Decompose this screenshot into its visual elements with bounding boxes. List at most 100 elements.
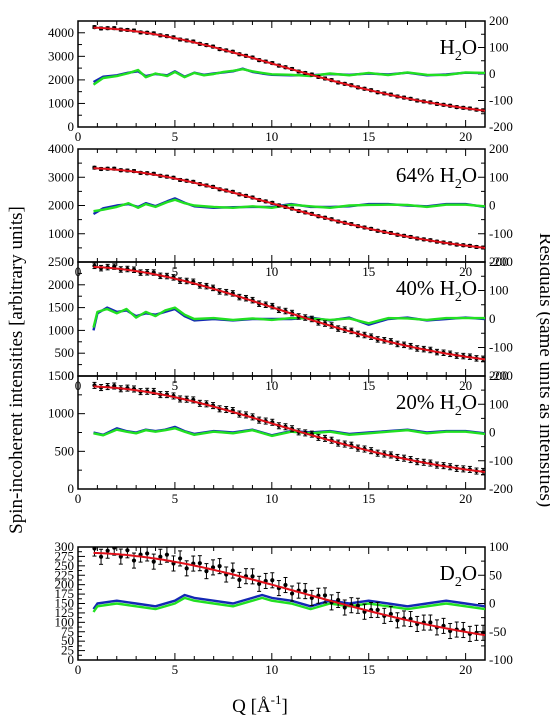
panel-label-subscript: 2 xyxy=(455,290,462,305)
y-tick-label: 3000 xyxy=(48,48,74,63)
fit-curve xyxy=(93,385,485,473)
x-tick-label: 15 xyxy=(362,378,375,393)
panel-5: 0 5 10 15 2002550751001251501752002252502753… xyxy=(55,539,513,677)
y2-tick-label: -200 xyxy=(489,481,513,496)
y2-tick-label: 100 xyxy=(489,40,509,55)
y2-tick-label: 0 xyxy=(489,66,496,81)
y2-tick-label: 0 xyxy=(489,311,496,326)
x-axis-title-superscript: -1 xyxy=(271,692,282,707)
x-tick-label: 20 xyxy=(459,378,472,393)
y-tick-label: 4000 xyxy=(48,141,74,156)
y-tick-label: 1500 xyxy=(48,300,74,315)
panel-label-main: H xyxy=(440,35,455,59)
panel-label-subscript: 2 xyxy=(455,49,462,64)
panel-label-tail: O xyxy=(462,35,477,59)
data-point xyxy=(257,581,262,586)
y2-tick-label: 100 xyxy=(489,539,509,554)
plot-content xyxy=(92,262,485,363)
panel-label-subscript: 2 xyxy=(455,575,462,590)
data-point xyxy=(303,589,308,594)
y2-tick-label: -200 xyxy=(489,119,513,134)
y2-tick-label: 0 xyxy=(489,425,496,440)
data-point xyxy=(125,548,130,553)
y-tick-label: 1000 xyxy=(48,95,74,110)
y-tick-label: 0 xyxy=(68,119,75,134)
x-tick-label: 15 xyxy=(362,129,375,144)
x-tick-label: 0 xyxy=(75,662,82,677)
y-tick-label: 250 xyxy=(55,558,75,573)
fit-curve xyxy=(93,551,485,637)
data-point xyxy=(177,556,183,561)
data-point xyxy=(204,569,209,574)
y2-tick-label: 200 xyxy=(489,141,509,156)
plot-content xyxy=(92,25,485,113)
data-point xyxy=(217,564,222,569)
y-tick-label: 0 xyxy=(68,254,75,269)
panel-label: D2O xyxy=(440,561,477,590)
y-tick-label: 2500 xyxy=(48,254,74,269)
panel-3: 0 5 10 15 2005001000150020002500-200-1000100… xyxy=(48,254,513,393)
right-axis-title: Residuals (same units as intensities) xyxy=(535,233,550,507)
x-tick-label: 10 xyxy=(265,129,278,144)
y2-tick-label: -100 xyxy=(489,453,513,468)
fit-curve xyxy=(93,26,485,112)
y-tick-label: 300 xyxy=(55,539,75,554)
y2-tick-label: 200 xyxy=(489,13,509,28)
y2-tick-label: -200 xyxy=(489,368,513,383)
plot-content xyxy=(92,381,485,475)
x-tick-label: 5 xyxy=(172,378,179,393)
x-tick-label: 10 xyxy=(265,491,278,506)
y-tick-label: 125 xyxy=(55,605,75,620)
y-tick-label: 1500 xyxy=(48,368,74,383)
plot-content xyxy=(92,165,485,250)
panel-label-main: D xyxy=(440,561,455,585)
data-point xyxy=(237,577,242,583)
data-point xyxy=(342,605,347,610)
y-tick-label: 4000 xyxy=(48,25,74,40)
y2-tick-label: 200 xyxy=(489,368,509,383)
y-tick-label: 0 xyxy=(68,368,75,383)
data-point xyxy=(283,582,288,588)
y2-tick-label: -100 xyxy=(489,340,513,355)
data-point xyxy=(230,568,235,573)
y-tick-label: 275 xyxy=(55,548,75,563)
data-point xyxy=(388,611,393,617)
panel-label: 64% H2O xyxy=(396,163,477,192)
y-tick-label: 0 xyxy=(68,652,75,667)
y2-tick-label: 100 xyxy=(489,396,509,411)
y2-tick-label: -50 xyxy=(489,624,506,639)
left-axis-title: Spin-incoherent intensities [arbitrary u… xyxy=(6,206,27,534)
x-tick-label: 10 xyxy=(265,264,278,279)
data-point xyxy=(92,547,97,551)
data-point xyxy=(395,618,400,623)
data-point xyxy=(151,559,156,564)
residual-line-green xyxy=(92,596,485,613)
residual-line-green xyxy=(93,198,485,213)
y-tick-label: 3000 xyxy=(48,169,74,184)
x-tick-label: 5 xyxy=(172,491,179,506)
x-tick-label: 15 xyxy=(362,491,375,506)
data-point xyxy=(145,551,150,556)
panel-label-main: 40% H xyxy=(396,276,455,300)
x-tick-label: 20 xyxy=(459,129,472,144)
y2-tick-label: -100 xyxy=(489,93,513,108)
panel-label: 40% H2O xyxy=(396,276,477,305)
data-point xyxy=(289,591,295,596)
y-tick-label: 500 xyxy=(55,345,75,360)
x-tick-label: 5 xyxy=(172,129,179,144)
panel-label-subscript: 2 xyxy=(455,177,462,192)
y-tick-label: 50 xyxy=(61,633,74,648)
panel-label-main: 64% H xyxy=(396,163,455,187)
y2-tick-label: 200 xyxy=(489,254,509,269)
panels-group: 0 5 10 15 2001000200030004000-200-1000100200… xyxy=(48,13,513,677)
data-point xyxy=(428,620,433,625)
fit-curve xyxy=(93,265,485,361)
y-tick-label: 175 xyxy=(55,586,75,601)
y2-tick-label: -200 xyxy=(489,254,513,269)
y2-tick-label: 100 xyxy=(489,283,509,298)
plot-content xyxy=(92,547,485,642)
y-tick-label: 25 xyxy=(61,643,74,658)
x-tick-label: 15 xyxy=(362,264,375,279)
